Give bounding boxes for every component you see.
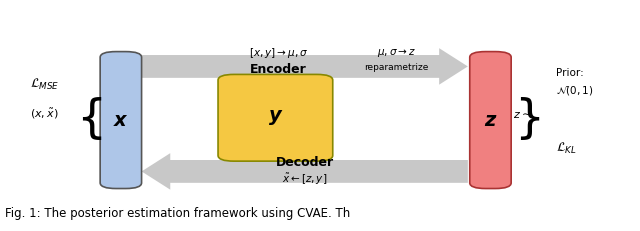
FancyBboxPatch shape xyxy=(470,52,511,188)
Text: $\mathcal{L}_{KL}$: $\mathcal{L}_{KL}$ xyxy=(556,141,577,156)
Text: $[x, y] \rightarrow \mu, \sigma$: $[x, y] \rightarrow \mu, \sigma$ xyxy=(249,46,308,60)
Text: Decoder: Decoder xyxy=(276,156,334,169)
Text: $\mathcal{L}_{MSE}$: $\mathcal{L}_{MSE}$ xyxy=(30,77,60,92)
Text: Prior:: Prior: xyxy=(556,68,584,78)
Text: $(x, \tilde{x})$: $(x, \tilde{x})$ xyxy=(30,107,59,122)
Text: Encoder: Encoder xyxy=(250,63,307,76)
Text: $\boldsymbol{y}$: $\boldsymbol{y}$ xyxy=(268,108,283,127)
Text: $z{\sim}$: $z{\sim}$ xyxy=(513,110,531,121)
Text: $\mu, \sigma \rightarrow z$: $\mu, \sigma \rightarrow z$ xyxy=(377,47,416,59)
Text: $\}$: $\}$ xyxy=(514,95,540,143)
Text: reparametrize: reparametrize xyxy=(364,63,429,72)
FancyBboxPatch shape xyxy=(218,74,333,161)
Polygon shape xyxy=(141,153,468,190)
Text: $\boldsymbol{x}$: $\boldsymbol{x}$ xyxy=(113,111,129,130)
Text: $\{$: $\{$ xyxy=(76,95,102,143)
FancyBboxPatch shape xyxy=(100,52,141,188)
Polygon shape xyxy=(141,48,468,85)
Text: $\tilde{x} \leftarrow [z, y]$: $\tilde{x} \leftarrow [z, y]$ xyxy=(282,172,328,187)
Text: $\mathcal{N}(0,1)$: $\mathcal{N}(0,1)$ xyxy=(556,84,593,97)
Text: Fig. 1: The posterior estimation framework using CVAE. Th: Fig. 1: The posterior estimation framewo… xyxy=(4,207,350,220)
Text: $\boldsymbol{z}$: $\boldsymbol{z}$ xyxy=(484,111,497,130)
